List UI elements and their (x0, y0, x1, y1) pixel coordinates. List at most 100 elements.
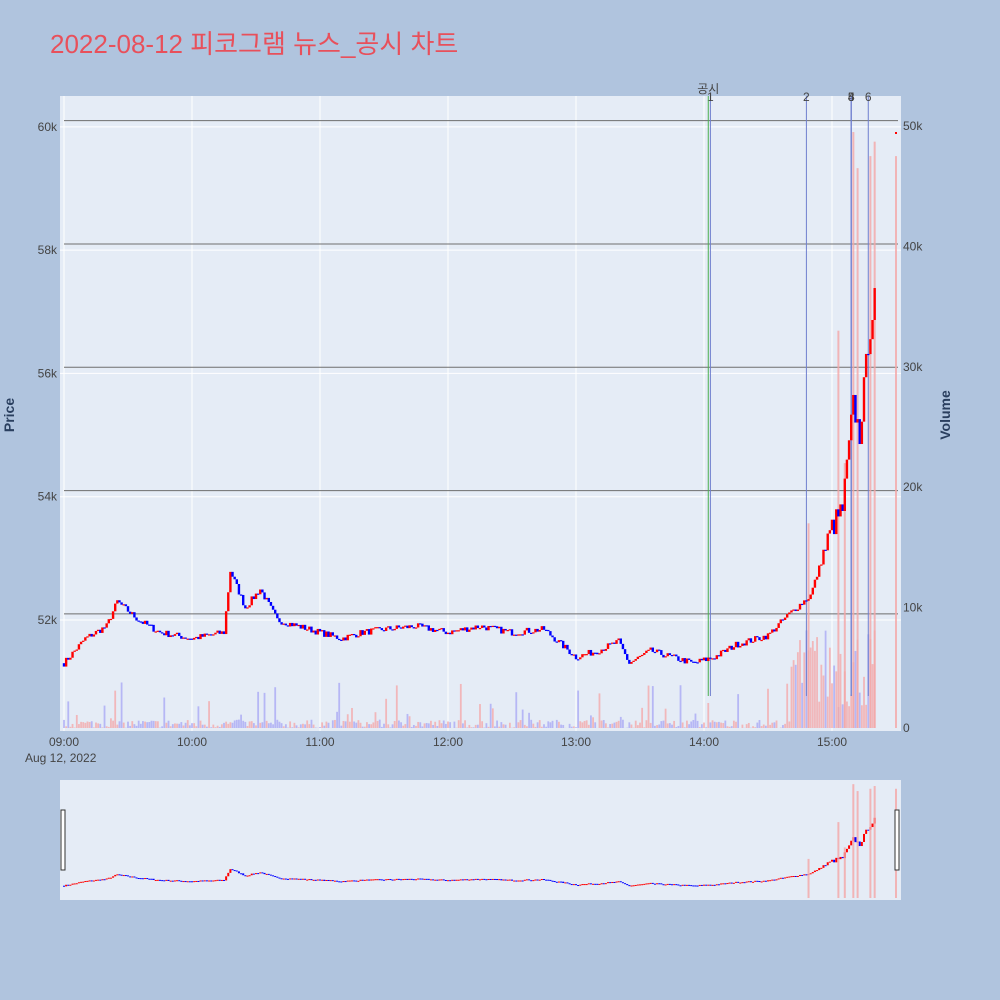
volume-bar (146, 722, 149, 728)
volume-spike (852, 132, 855, 728)
volume-bar (786, 683, 789, 728)
preview-candle (361, 879, 364, 881)
preview-candle (395, 878, 398, 880)
candle (139, 621, 142, 623)
preview-candle (660, 883, 663, 885)
candle (756, 636, 759, 638)
volume-bar (745, 724, 748, 728)
candle (504, 628, 507, 631)
plot-area (60, 96, 901, 731)
candle (303, 624, 307, 630)
preview-candle (696, 885, 699, 887)
preview-candle (592, 883, 595, 885)
preview-candle (730, 882, 733, 884)
time-tick-label: 13:00 (561, 735, 591, 749)
candle (229, 571, 232, 593)
preview-candle (137, 877, 140, 879)
volume-bar (214, 727, 217, 728)
volume-bar (724, 720, 727, 728)
volume-bar (540, 726, 543, 728)
candle (188, 638, 192, 640)
preview-candle (97, 879, 100, 881)
candle (803, 600, 806, 605)
volume-bar (536, 722, 539, 728)
candle (485, 627, 488, 631)
preview-candle (493, 878, 496, 880)
preview-candle (109, 877, 112, 879)
volume-bar (180, 722, 183, 728)
preview-candle (69, 884, 72, 886)
candle (585, 654, 588, 656)
preview-candle (481, 878, 484, 880)
volume-bar (312, 724, 315, 728)
volume-bar (722, 723, 725, 728)
volume-bar (686, 720, 688, 728)
volume-bar (263, 692, 266, 728)
volume-bar (737, 694, 740, 728)
price-tick-label: 56k (38, 366, 58, 380)
volume-bar (118, 721, 121, 728)
candle (777, 623, 780, 628)
volume-bar (579, 721, 582, 728)
candle (830, 519, 834, 531)
preview-candle (835, 857, 838, 863)
preview-candle (784, 877, 787, 879)
candle (557, 640, 561, 643)
preview-candle (184, 881, 187, 883)
preview-candle (508, 879, 511, 881)
volume-bar (289, 721, 292, 728)
preview-candle (483, 878, 486, 880)
candle (416, 623, 420, 628)
volume-bar (846, 701, 848, 728)
candle (141, 621, 145, 624)
candle (459, 628, 462, 631)
preview-candle (653, 883, 656, 885)
preview-candle (515, 880, 518, 882)
preview-candle (739, 882, 742, 884)
volume-bar (803, 652, 806, 728)
volume-bar (110, 718, 112, 728)
range-slider-left-handle[interactable] (60, 809, 66, 871)
candle (171, 635, 174, 637)
candle (288, 622, 292, 627)
preview-candle (519, 880, 522, 882)
volume-bar (622, 719, 624, 728)
candle (845, 459, 849, 479)
candle (576, 659, 580, 661)
preview-candle (506, 879, 509, 881)
preview-candle (741, 882, 744, 884)
candle (143, 620, 147, 624)
candlesticks[interactable] (62, 131, 897, 667)
volume-bar (421, 726, 424, 728)
range-slider-right-handle[interactable] (894, 809, 900, 871)
candle (434, 629, 437, 632)
volume-bar (854, 650, 857, 728)
volume-spike (869, 156, 872, 729)
volume-bar (442, 720, 445, 728)
candle (696, 662, 699, 664)
candle (131, 612, 134, 614)
candle (363, 630, 366, 635)
volume-bar (242, 720, 245, 728)
volume-spike (807, 523, 810, 728)
volume-bar (809, 647, 812, 728)
candle (107, 619, 110, 624)
candle (687, 658, 691, 660)
preview-candle (685, 884, 688, 886)
candle (739, 645, 742, 648)
candle (397, 625, 401, 628)
volume-bar (400, 722, 402, 728)
preview-candle (141, 878, 144, 880)
volume-bar (604, 723, 607, 728)
range-slider[interactable] (60, 780, 901, 900)
preview-candle (455, 879, 458, 881)
preview-candle (129, 876, 132, 878)
candle (374, 627, 377, 629)
candle (786, 614, 789, 618)
volume-bar (327, 722, 330, 728)
preview-candle (442, 879, 445, 881)
candle (736, 641, 740, 648)
candle (463, 627, 467, 631)
volume-bar (562, 724, 565, 728)
